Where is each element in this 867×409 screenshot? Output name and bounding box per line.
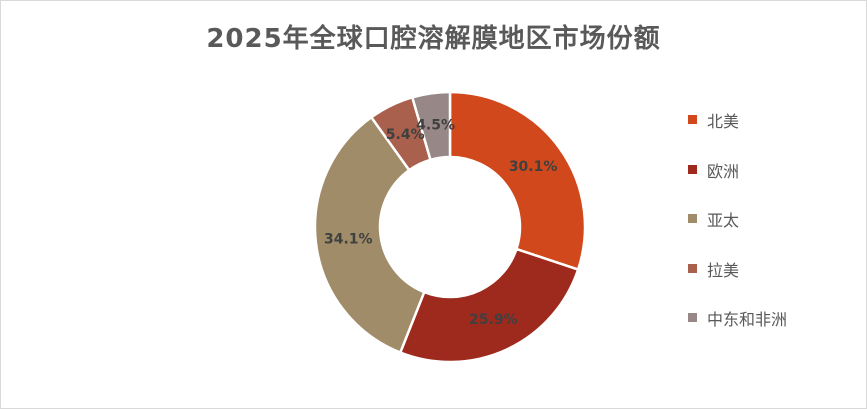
legend-swatch-asia-pacific — [688, 214, 697, 223]
legend: 北美 欧洲 亚太 拉美 中东和非洲 — [688, 108, 858, 356]
legend-label-asia-pacific: 亚太 — [707, 211, 740, 230]
donut-slice-europe — [398, 247, 580, 364]
donut-slice-middle-east-africa — [410, 90, 452, 162]
legend-label-middle-east-africa: 中东和非洲 — [707, 310, 788, 329]
donut-slice-asia-pacific — [313, 115, 426, 355]
legend-label-north-america: 北美 — [707, 112, 740, 131]
legend-swatch-europe — [688, 164, 697, 174]
legend-label-europe: 欧洲 — [707, 161, 740, 181]
legend-item-asia-pacific: 亚太 — [688, 207, 858, 257]
slice-label-latin-america: 5.4% — [386, 127, 425, 143]
legend-swatch-latin-america — [688, 263, 697, 273]
legend-swatch-north-america — [688, 115, 697, 124]
slice-label-north-america: 30.1% — [509, 159, 558, 175]
slice-label-asia-pacific: 34.1% — [324, 232, 373, 248]
chart-title: 2025年全球口腔溶解膜地区市场份额 — [206, 24, 661, 54]
legend-label-latin-america: 拉美 — [707, 260, 740, 280]
legend-item-north-america: 北美 — [688, 108, 858, 158]
legend-swatch-middle-east-africa — [688, 313, 697, 322]
legend-item-middle-east-africa: 中东和非洲 — [688, 306, 858, 356]
legend-item-europe: 欧洲 — [688, 158, 858, 208]
slice-label-europe: 25.9% — [469, 312, 518, 328]
donut-slice-north-america — [448, 90, 587, 272]
legend-item-latin-america: 拉美 — [688, 257, 858, 307]
slice-label-middle-east-africa: 4.5% — [416, 118, 455, 134]
